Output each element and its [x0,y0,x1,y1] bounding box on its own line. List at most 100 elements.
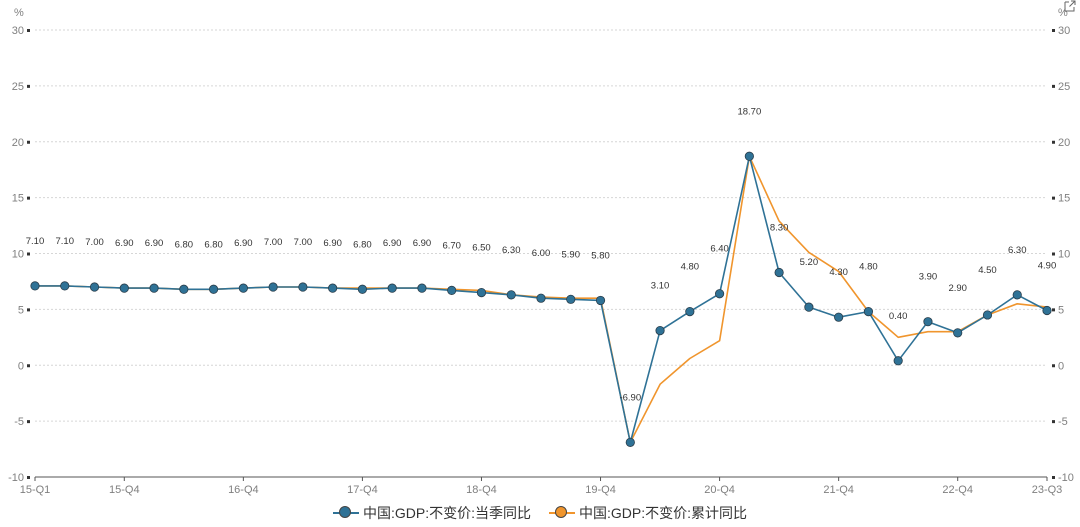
data-label: 6.90 [323,238,342,249]
y-tick-label-right: 5 [1058,304,1064,316]
data-label: 4.80 [681,262,700,273]
data-point [685,307,695,317]
data-label: 3.90 [919,272,938,283]
data-point [744,151,754,161]
data-label: 6.80 [204,239,223,250]
data-label: 6.40 [710,244,729,255]
data-labels: 7.10 7.10 7.00 6.90 6.90 6.80 6.80 6.90 7.00 7.00… [26,106,1057,403]
data-point [328,283,338,293]
data-label: 6.90 [413,238,432,249]
y-tick-mark-right [1052,364,1055,368]
x-tick-label: 22-Q4 [942,484,973,496]
y-tick-mark-right [1052,476,1055,479]
data-point [625,437,635,447]
data-point [179,284,189,294]
y-tick-mark-right [1052,420,1055,424]
y-tick-mark-right [1052,252,1055,256]
data-point [298,282,308,292]
gdp-line-chart: -10 -10 -5 -5 0 0 5 5 10 10 15 15 20 20 25 25 30 30% % 15-Q… [8,7,1074,496]
data-label: 6.90 [115,238,134,249]
data-label: 6.90 [234,238,253,249]
y-tick-mark-right [1052,196,1055,200]
legend-label-cumulative: 中国:GDP:不变价:累计同比 [579,505,748,521]
data-point [208,284,219,294]
legend-item-quarterly[interactable]: 中国:GDP:不变价:当季同比 [332,503,531,523]
data-point [30,281,40,291]
data-label: 7.10 [56,236,75,247]
data-point [1042,305,1052,316]
data-label: 3.10 [651,281,670,292]
x-tick-label: 23-Q3 [1032,484,1063,496]
data-point [387,283,397,293]
data-point [506,290,516,300]
legend-item-cumulative[interactable]: 中国:GDP:不变价:累计同比 [549,503,747,523]
data-point [714,289,725,299]
y-tick-label-left: 5 [18,304,24,316]
data-point [89,282,100,292]
y-tick-mark-left [27,476,30,479]
data-point [982,310,993,320]
y-tick-label-right: 15 [1058,193,1070,205]
data-point [476,288,487,298]
data-label: 6.90 [383,238,402,249]
legend-label-quarterly: 中国:GDP:不变价:当季同比 [362,505,531,521]
data-point [536,293,546,303]
legend: 中国:GDP:不变价:当季同比 中国:GDP:不变价:累计同比 [0,502,1080,524]
data-point [357,284,368,294]
y-tick-mark-left [27,252,30,256]
data-label: 2.90 [948,283,967,294]
axes: -10 -10 -5 -5 0 0 5 5 10 10 15 15 20 20 25 25 30 30% % 15-Q… [8,7,1074,496]
y-tick-mark-right [1052,29,1055,32]
y-tick-label-right: 20 [1058,137,1070,149]
y-axis-unit-right: % [1058,7,1068,19]
x-tick-label: 21-Q4 [823,484,854,496]
x-tick-label: 15-Q4 [109,484,140,496]
data-point [447,285,457,295]
legend-marker-cumulative [549,505,575,521]
y-tick-mark-left [27,84,30,88]
data-label: 6.90 [145,238,164,249]
y-tick-label-left: 30 [12,25,24,37]
data-label: 5.20 [800,257,819,268]
data-point [566,294,576,304]
y-tick-label-right: 0 [1058,360,1064,372]
data-label: 7.00 [264,237,283,248]
data-label: 7.10 [26,236,45,247]
data-label: 5.90 [562,249,581,260]
data-point [238,283,248,293]
data-label: 7.00 [85,237,104,248]
data-point [655,326,665,336]
data-point [774,267,784,278]
data-label: 5.80 [591,250,610,261]
data-point [268,282,278,292]
x-tick-label: 15-Q1 [20,484,51,496]
y-tick-label-left: 10 [12,249,24,261]
data-point [417,283,427,293]
data-point [60,281,70,291]
data-label: 6.30 [502,245,521,256]
y-tick-label-right: 10 [1058,249,1070,261]
data-label: 6.80 [353,239,372,250]
y-tick-label-right: -5 [1058,416,1068,428]
external-link-icon[interactable] [1064,0,1076,12]
y-axis-unit-left: % [14,7,24,19]
y-tick-label-left: -5 [14,416,24,428]
y-tick-mark-left [27,140,30,144]
x-tick-label: 17-Q4 [347,484,378,496]
data-label: 6.00 [532,248,551,259]
y-tick-mark-left [27,29,30,32]
y-tick-label-right: 25 [1058,81,1070,93]
data-label: 6.70 [442,240,461,251]
data-label: 8.30 [770,222,789,233]
data-point [893,356,903,366]
data-label: 6.50 [472,243,491,254]
y-tick-mark-left [27,420,30,424]
data-point [1012,290,1022,300]
y-tick-label-right: -10 [1058,472,1074,484]
y-tick-mark-right [1052,140,1055,144]
data-point [923,317,933,327]
y-tick-label-right: 30 [1058,25,1070,37]
data-label: 4.90 [1038,260,1057,271]
x-tick-label: 20-Q4 [704,484,735,496]
y-tick-label-left: 0 [18,360,24,372]
